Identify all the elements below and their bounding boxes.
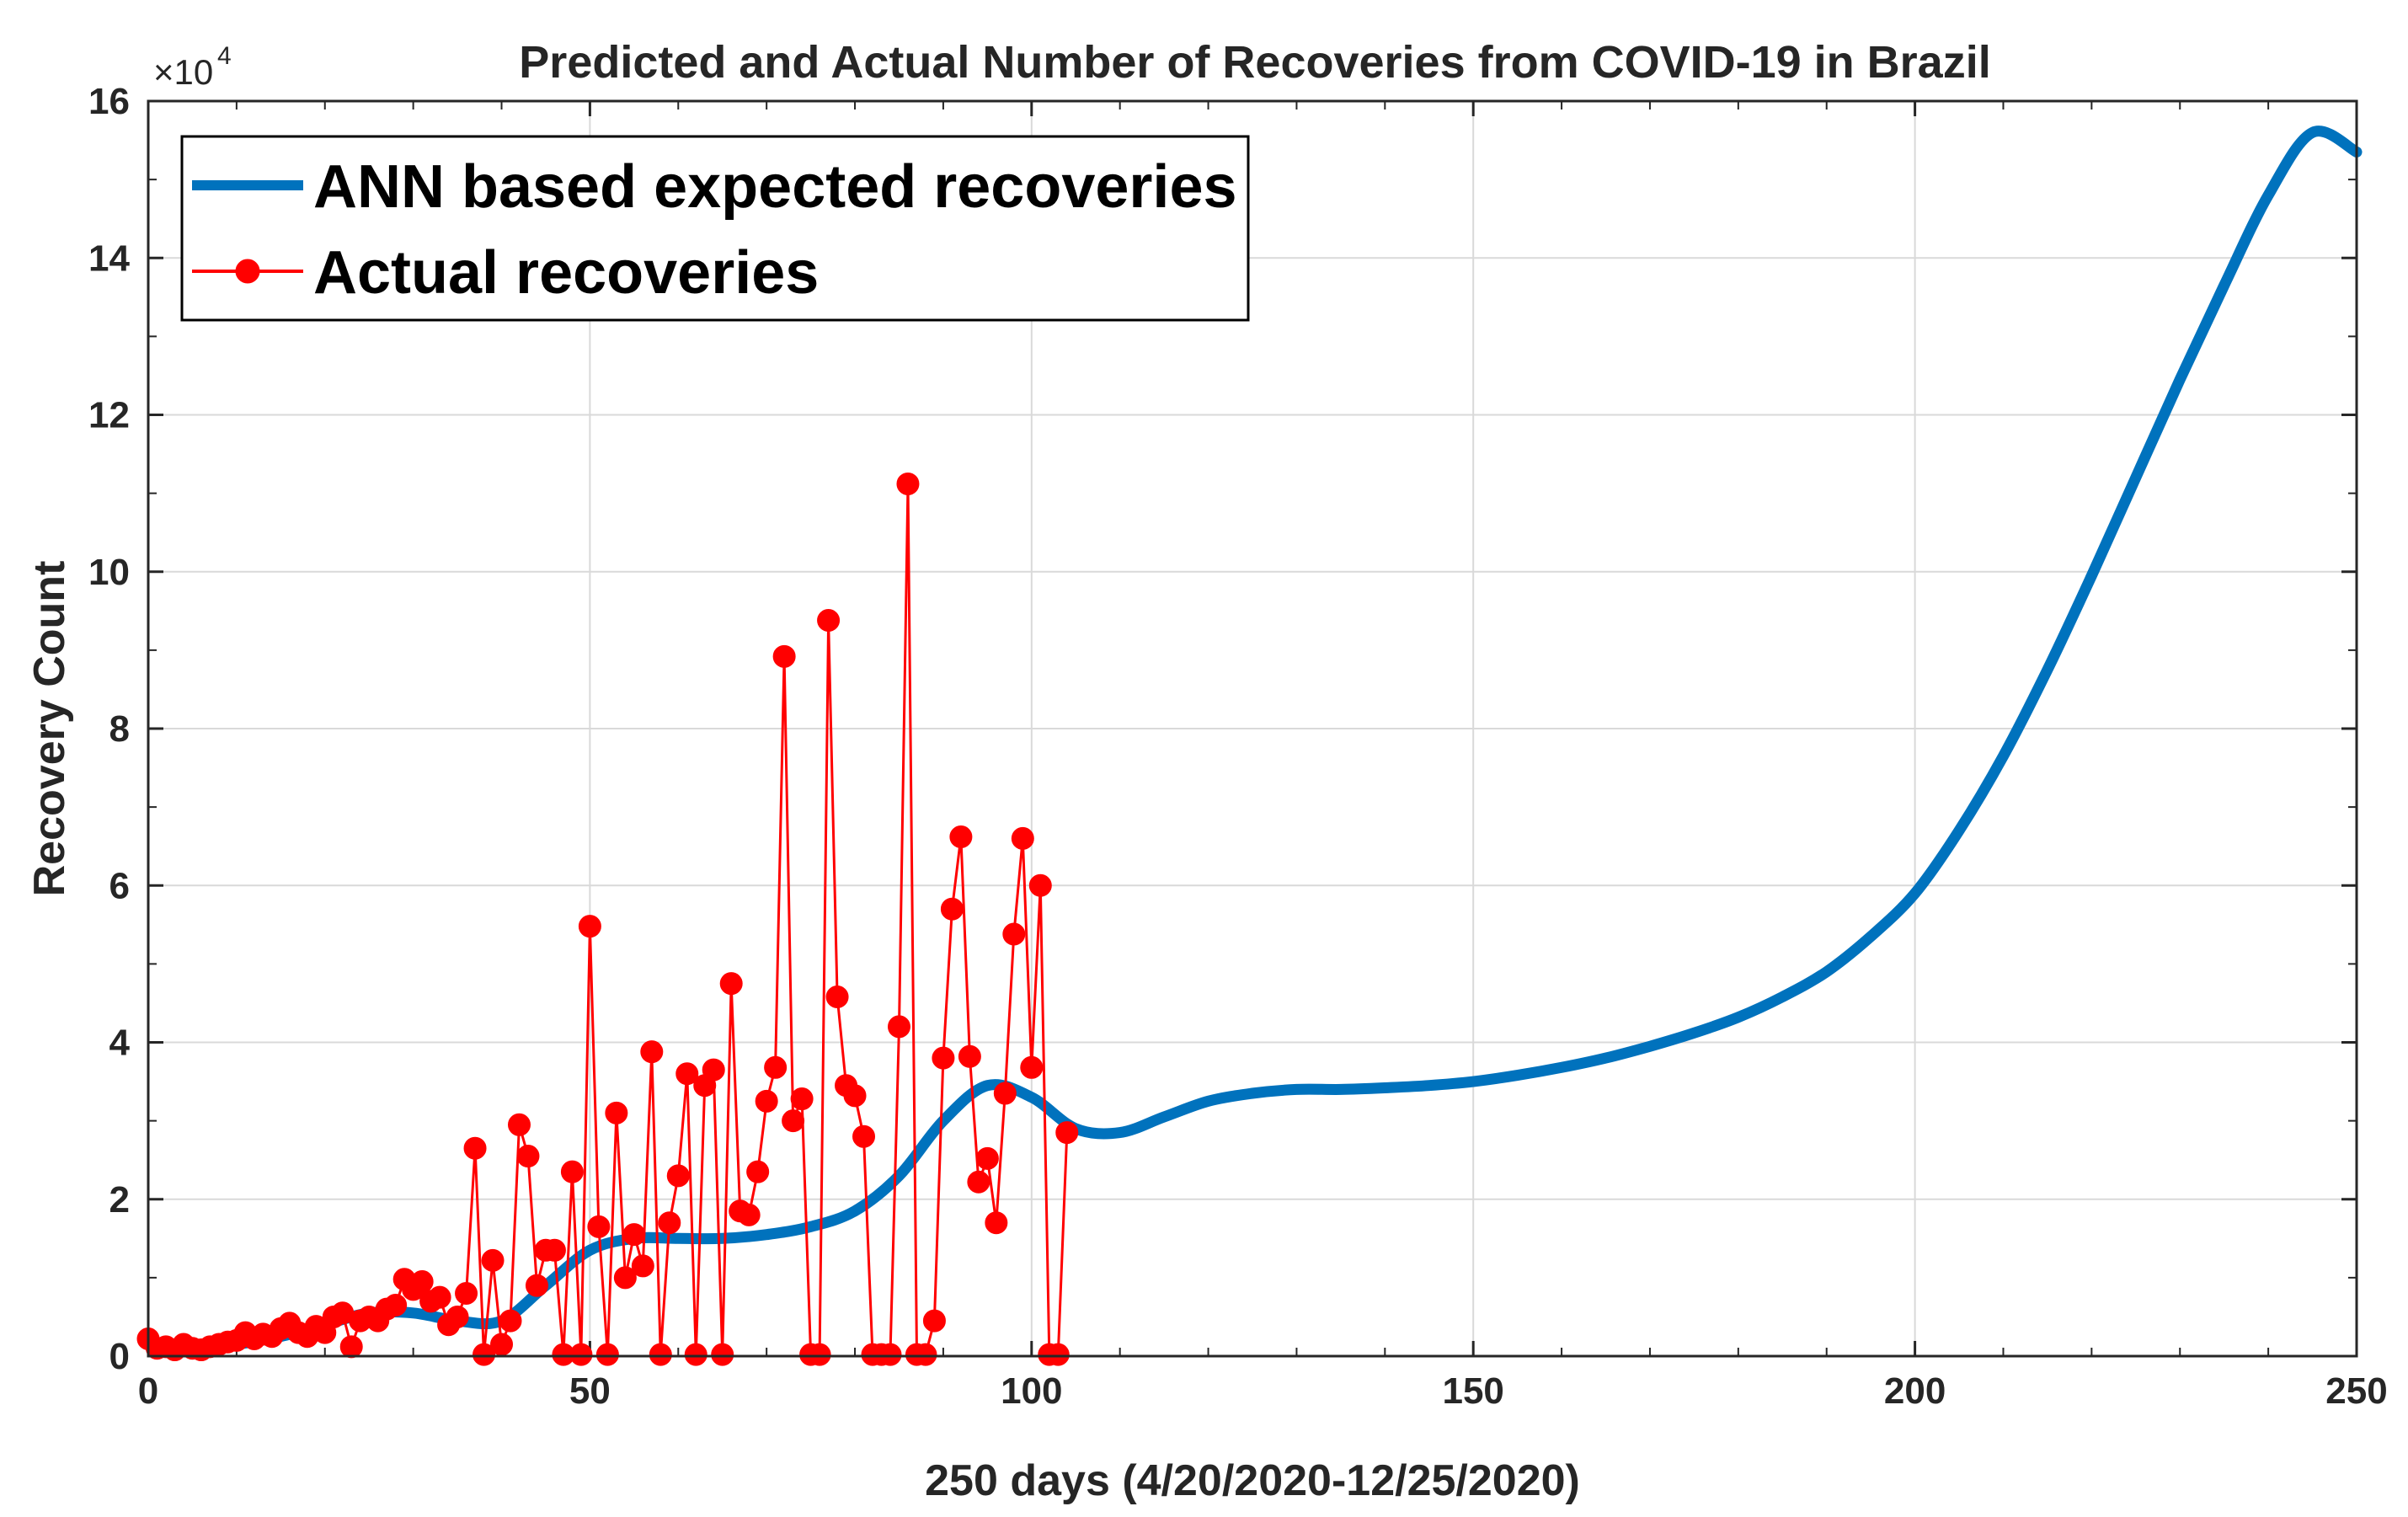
- actual-point: [578, 915, 601, 938]
- actual-point: [755, 1089, 778, 1113]
- actual-point: [569, 1343, 593, 1366]
- actual-point: [1028, 873, 1052, 897]
- actual-point: [772, 644, 796, 668]
- actual-point: [684, 1343, 707, 1366]
- actual-point: [949, 825, 973, 849]
- actual-point: [985, 1211, 1008, 1235]
- actual-point: [595, 1343, 619, 1366]
- y-tick-label: 4: [109, 1023, 131, 1064]
- actual-point: [887, 1015, 910, 1039]
- x-tick-label: 150: [1442, 1370, 1503, 1412]
- axis-ticks: 0 50 100 150 200 250 0 2 4 6 8 10 12 14 16: [88, 81, 2388, 1412]
- actual-point: [1055, 1121, 1079, 1145]
- y-tick-label: 0: [109, 1336, 130, 1377]
- actual-point: [825, 985, 849, 1008]
- actual-point: [542, 1238, 566, 1262]
- actual-point: [428, 1285, 451, 1309]
- x-tick-label: 200: [1884, 1370, 1946, 1412]
- legend-box: [180, 135, 1250, 322]
- actual-point: [1011, 826, 1034, 850]
- legend: ANN based expected recoveries Actual rec…: [180, 135, 1250, 322]
- y-multiplier-base: ×10: [153, 52, 213, 92]
- actual-point: [737, 1203, 761, 1226]
- actual-point: [1046, 1343, 1070, 1366]
- actual-point: [410, 1270, 434, 1294]
- x-tick-label: 100: [1001, 1370, 1062, 1412]
- y-tick-label: 16: [88, 81, 130, 122]
- actual-point: [622, 1223, 646, 1247]
- actual-point: [932, 1046, 955, 1070]
- y-tick-label: 8: [109, 708, 130, 750]
- actual-point: [746, 1160, 770, 1183]
- actual-point: [975, 1146, 999, 1170]
- actual-point: [1002, 922, 1026, 946]
- actual-point: [587, 1215, 611, 1238]
- actual-point: [640, 1040, 664, 1064]
- series-layer: [136, 126, 2363, 1366]
- x-axis-label: 250 days (4/20/2020-12/25/2020): [925, 1456, 1580, 1505]
- actual-point: [446, 1305, 469, 1328]
- y-tick-label: 10: [88, 552, 130, 593]
- actual-point: [993, 1082, 1017, 1105]
- actual-point: [525, 1274, 548, 1297]
- actual-point: [658, 1211, 681, 1235]
- actual-point: [702, 1058, 725, 1082]
- x-tick-label: 0: [138, 1370, 158, 1412]
- y-axis-label: Recovery Count: [25, 561, 74, 897]
- actual-point: [1020, 1055, 1044, 1079]
- y-multiplier-exponent: 4: [217, 42, 232, 70]
- actual-point: [560, 1160, 584, 1183]
- actual-point: [490, 1333, 514, 1356]
- actual-point: [782, 1109, 805, 1133]
- actual-point: [852, 1124, 876, 1148]
- actual-point: [675, 1062, 699, 1086]
- chart-title: Predicted and Actual Number of Recoverie…: [519, 37, 1990, 88]
- actual-point: [914, 1343, 937, 1366]
- actual-point: [463, 1136, 487, 1160]
- actual-point: [711, 1343, 734, 1366]
- actual-point: [666, 1164, 690, 1188]
- actual-point: [790, 1087, 814, 1111]
- actual-point: [605, 1101, 628, 1124]
- actual-point: [631, 1254, 654, 1278]
- y-tick-label: 12: [88, 395, 130, 436]
- actual-point: [764, 1055, 788, 1079]
- y-axis-multiplier: ×10 4: [153, 42, 232, 92]
- legend-ann-label: ANN based expected recoveries: [313, 153, 1237, 221]
- legend-actual-label: Actual recoveries: [313, 239, 819, 307]
- x-tick-label: 250: [2325, 1370, 2387, 1412]
- legend-actual-swatch-marker: [235, 259, 260, 284]
- actual-point: [896, 472, 920, 495]
- actual-point: [878, 1343, 902, 1366]
- actual-point: [473, 1343, 496, 1366]
- actual-point: [613, 1266, 637, 1290]
- actual-point: [817, 608, 841, 632]
- y-tick-label: 14: [88, 238, 130, 279]
- plot-frame: [147, 99, 2358, 1358]
- actual-point: [481, 1248, 505, 1272]
- actual-point: [339, 1335, 363, 1359]
- y-tick-label: 2: [109, 1179, 130, 1221]
- y-tick-label: 6: [109, 865, 130, 906]
- actual-point: [719, 972, 743, 996]
- actual-point: [455, 1282, 478, 1305]
- actual-point: [843, 1084, 867, 1108]
- actual-point: [922, 1309, 946, 1333]
- actual-point: [384, 1293, 408, 1317]
- actual-point: [649, 1343, 672, 1366]
- actual-point: [499, 1309, 522, 1333]
- x-tick-label: 50: [569, 1370, 611, 1412]
- actual-point: [940, 897, 964, 921]
- actual-point: [808, 1343, 831, 1366]
- actual-point: [958, 1044, 981, 1068]
- actual-point: [967, 1170, 990, 1194]
- actual-point: [507, 1113, 531, 1136]
- actual-point: [516, 1145, 540, 1168]
